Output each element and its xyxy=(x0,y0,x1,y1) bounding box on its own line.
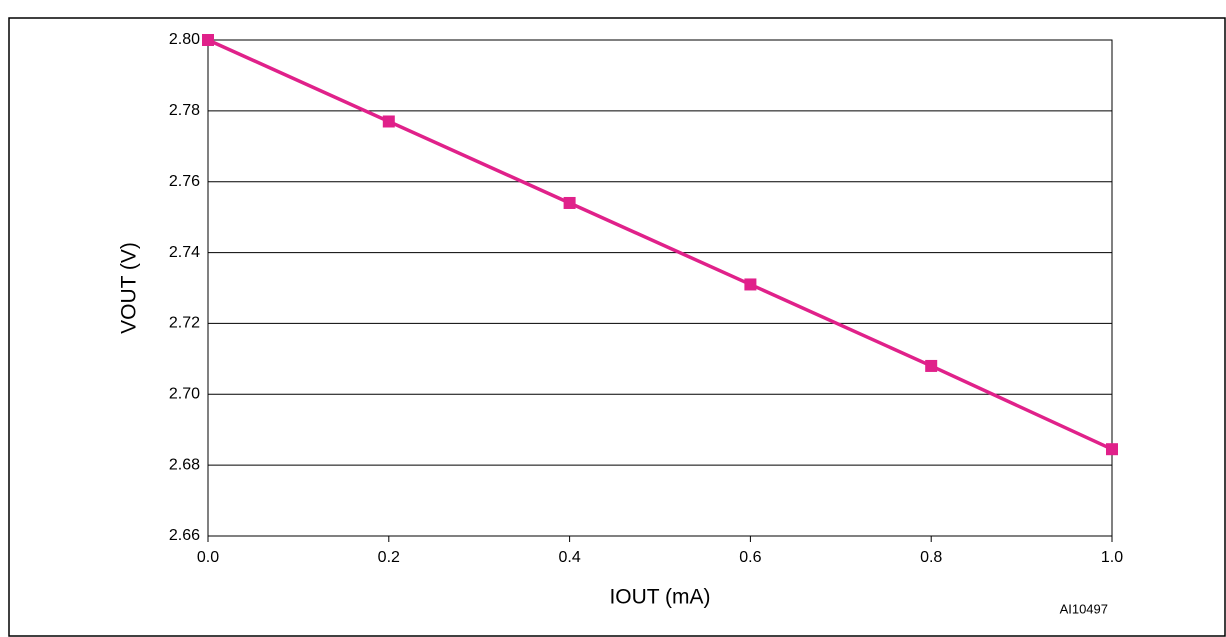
figure-id: AI10497 xyxy=(1060,601,1108,616)
y-tick-label: 2.76 xyxy=(169,173,200,190)
x-tick-label: 0.0 xyxy=(197,549,219,566)
y-tick-label: 2.66 xyxy=(169,527,200,544)
data-point xyxy=(744,278,757,291)
y-tick-label: 2.70 xyxy=(169,386,200,403)
data-point xyxy=(382,115,395,128)
x-tick-label: 0.8 xyxy=(920,549,942,566)
data-line xyxy=(207,38,1113,451)
x-tick-label: 0.2 xyxy=(378,549,400,566)
y-tick-label: 2.78 xyxy=(169,102,200,119)
y-tick-label: 2.68 xyxy=(169,456,200,473)
x-tick-label: 0.4 xyxy=(558,549,580,566)
y-tick-label: 2.72 xyxy=(169,315,200,332)
plot-border xyxy=(207,39,1113,537)
data-point xyxy=(202,34,214,46)
data-point xyxy=(1106,443,1118,456)
y-tick-label: 2.80 xyxy=(169,31,200,48)
x-axis-label: IOUT (mA) xyxy=(609,586,710,609)
x-tick-label: 0.6 xyxy=(739,549,761,566)
y-tick-label: 2.74 xyxy=(169,244,200,261)
frame xyxy=(8,17,1226,637)
x-tick-label: 1.0 xyxy=(1101,549,1123,566)
data-point xyxy=(563,196,576,209)
y-axis-label: VOUT (V) xyxy=(118,242,141,334)
data-point xyxy=(925,359,938,372)
